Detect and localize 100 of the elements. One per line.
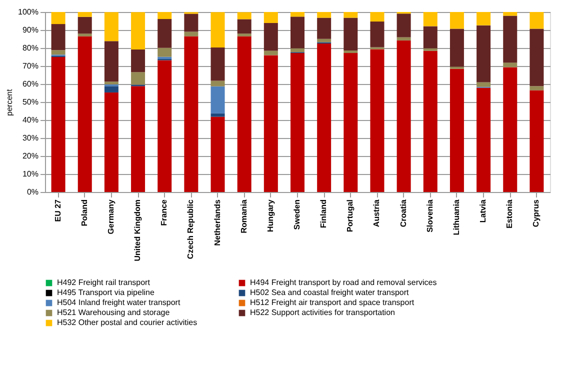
bar [104, 41, 118, 82]
bar [370, 22, 384, 48]
bar [530, 86, 544, 90]
legend-label: H512 Freight air transport and space transport [250, 298, 415, 307]
bar [423, 48, 438, 51]
x-tick-label: Czech Republic [186, 198, 196, 260]
bar [104, 82, 118, 84]
bar [104, 86, 118, 92]
bar [317, 18, 332, 39]
bar [78, 16, 92, 34]
legend-label: H494 Freight transport by road and removal services [250, 278, 437, 287]
bar [158, 19, 172, 48]
legend-label: H492 Freight rail transport [57, 278, 151, 287]
bar [78, 12, 92, 17]
x-tick-label: Cyprus [532, 198, 541, 228]
bar [237, 34, 252, 36]
bar [344, 53, 358, 192]
legend-label: H532 Other postal and courier activities [57, 318, 198, 327]
x-tick-label: Latvia [478, 198, 488, 223]
bar [184, 14, 198, 32]
bar [317, 12, 332, 18]
x-tick-label: Netherlands [212, 198, 222, 246]
x-tick-label: Romania [239, 198, 248, 234]
bar [476, 88, 491, 192]
bar [290, 12, 304, 17]
y-tick-label: 30% [22, 134, 38, 142]
x-tick-label: Finland [319, 199, 328, 228]
legend-label: H495 Transport via pipeline [57, 288, 155, 297]
bar [104, 92, 118, 192]
bar [396, 37, 411, 40]
bar [210, 47, 225, 81]
x-tick-label: United Kingdom [133, 200, 142, 262]
y-axis-title: percent [5, 88, 14, 116]
bar [450, 12, 464, 29]
x-tick-label: Slovenia [425, 198, 434, 232]
bar [158, 60, 172, 192]
bar [503, 67, 518, 192]
x-tick-label: Austria [372, 198, 382, 228]
y-tick-label: 80% [22, 44, 38, 52]
y-tick-label: 10% [22, 170, 38, 178]
x-tick-label: Estonia [505, 198, 514, 228]
y-tick-label: 20% [22, 152, 38, 160]
bar [210, 80, 225, 86]
bar [530, 28, 544, 86]
bar [264, 50, 278, 56]
bar [317, 44, 332, 192]
bar [51, 57, 66, 192]
bar [51, 24, 66, 50]
bar [396, 40, 411, 192]
bar [290, 16, 304, 48]
bar [104, 12, 118, 42]
bar [423, 50, 438, 192]
x-tick-label: Lithuania [452, 198, 461, 236]
bar [78, 36, 92, 192]
x-tick-label: Croatia [398, 198, 408, 228]
x-tick-label: Hungary [266, 198, 275, 232]
bar [503, 12, 518, 16]
bar [51, 50, 66, 55]
bar [51, 12, 66, 24]
x-tick-label: Poland [80, 199, 89, 226]
bar [184, 36, 198, 192]
bar [530, 90, 544, 192]
bar [423, 12, 438, 26]
y-tick-label: 50% [22, 98, 38, 106]
bar [476, 82, 491, 87]
bar [264, 12, 278, 23]
bar [78, 34, 92, 36]
y-tick-label: 40% [22, 116, 38, 124]
y-tick-label: 60% [22, 80, 38, 88]
bar [344, 12, 358, 18]
x-tick-label: France [160, 198, 169, 226]
bar [131, 49, 146, 72]
bar [290, 48, 304, 52]
bar [210, 86, 225, 114]
bar [530, 12, 544, 29]
bar [210, 116, 225, 192]
bar [290, 53, 304, 192]
bar [503, 62, 518, 68]
bar [131, 72, 146, 85]
bar [131, 12, 146, 50]
bar [396, 14, 411, 38]
bar [476, 25, 491, 82]
bar [264, 22, 278, 51]
bar [476, 12, 491, 26]
bar [210, 12, 225, 48]
bar [450, 28, 464, 67]
bar [237, 12, 252, 20]
bar [158, 12, 172, 20]
bar [423, 26, 438, 48]
x-tick-label: Germany [106, 198, 116, 234]
bar [237, 19, 252, 34]
y-tick-label: 90% [22, 26, 38, 34]
bar [344, 18, 358, 51]
bar [450, 68, 464, 192]
legend-label: H521 Warehousing and storage [57, 308, 170, 317]
y-tick-label: 100% [18, 8, 38, 16]
x-tick-label: Sweden [292, 199, 302, 230]
bar [503, 16, 518, 63]
bar [158, 48, 172, 57]
legend-label: H522 Support activities for transportation [250, 308, 395, 317]
